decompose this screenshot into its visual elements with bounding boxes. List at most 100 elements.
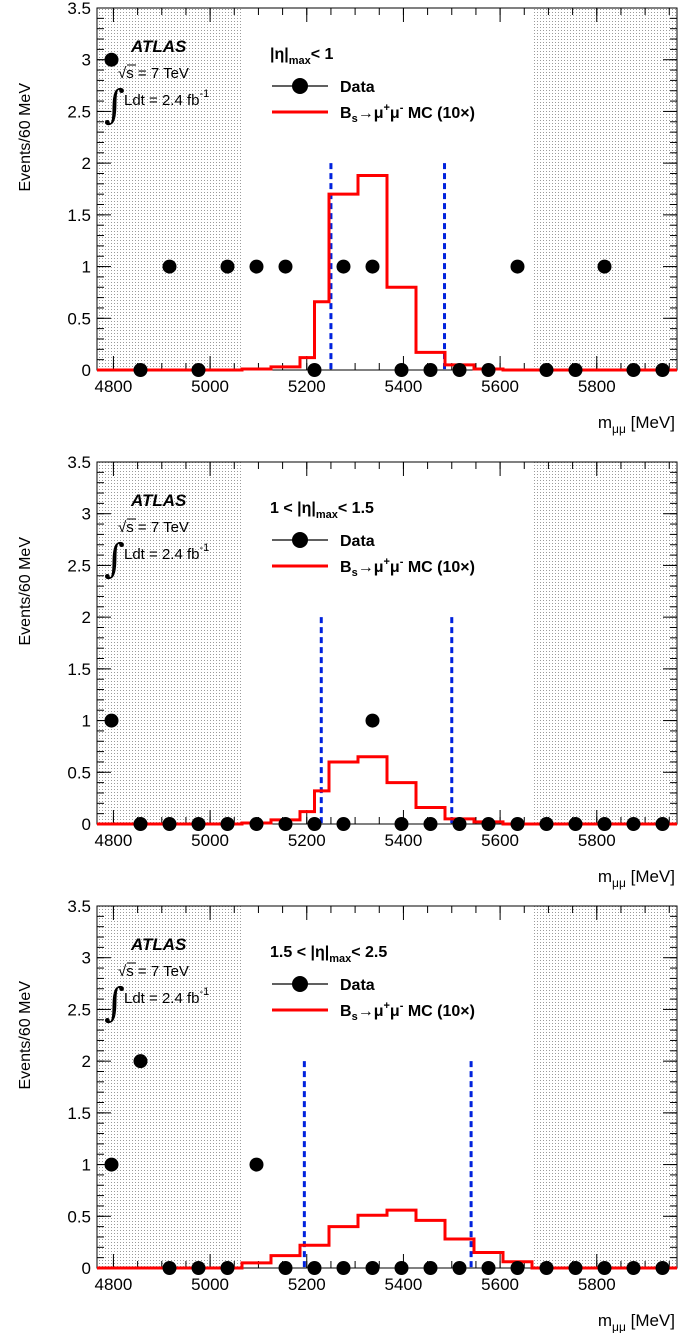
integral-symbol: ∫ [104, 82, 125, 128]
region-label-post: < 2.5 [351, 944, 387, 961]
sideband-region [97, 8, 242, 370]
x-axis-label: mμμ [MeV] [598, 413, 675, 436]
data-point [568, 1261, 583, 1275]
legend-mc-arrow: →μ [358, 559, 384, 576]
legend-mc-label: Bs→μ+μ- MC (10×) [340, 1000, 475, 1023]
x-tick-label: 5400 [385, 1275, 423, 1294]
y-tick-label: 3.5 [67, 453, 91, 472]
x-tick-label: 5000 [191, 1275, 229, 1294]
plot-frame [96, 461, 678, 825]
atlas-label: ATLAS [130, 935, 187, 954]
y-axis-label: Events/60 MeV [17, 83, 34, 192]
x-axis-label-main: m [598, 1311, 612, 1330]
legend-data-marker [292, 976, 308, 992]
data-point [278, 817, 293, 831]
sideband-region [97, 462, 242, 824]
data-point [481, 1261, 496, 1275]
data-point [481, 363, 496, 377]
data-point [423, 1261, 438, 1275]
y-tick-label: 1.5 [67, 1104, 91, 1123]
region-label-sub: max [316, 509, 339, 521]
y-tick-label: 0 [82, 815, 91, 834]
y-tick-label: 2 [82, 608, 91, 627]
y-tick-label: 3 [82, 51, 91, 70]
data-point [626, 817, 641, 831]
y-axis-label: Events/60 MeV [17, 537, 34, 646]
sideband-region [532, 906, 677, 1268]
data-point [423, 817, 438, 831]
data-point [365, 259, 380, 274]
data-point [365, 713, 380, 728]
y-axis-label: Events/60 MeV [17, 981, 34, 1090]
data-point [539, 1261, 554, 1275]
data-point [191, 817, 206, 831]
legend-mc-sub: s [352, 1011, 358, 1023]
x-axis-label-sub: μμ [612, 422, 626, 436]
y-tick-label: 1 [82, 712, 91, 731]
x-tick-label: 5200 [288, 377, 326, 396]
x-tick-label: 5600 [481, 831, 519, 850]
data-point [162, 817, 177, 831]
data-point [626, 1261, 641, 1275]
region-label-sub: max [289, 55, 312, 67]
chart-panel-3: 0 0.5 1 1.5 2 2.5 3 3.5 4800 5000 5200 5400 5600 5800… [17, 897, 678, 1333]
lumi-label: Ldt = 2.4 fb-1 [124, 986, 209, 1007]
data-point [104, 713, 119, 728]
x-tick-label: 4800 [95, 1275, 133, 1294]
plot-frame [96, 7, 678, 371]
legend-mc-arrow: →μ [358, 1003, 384, 1020]
data-point [191, 1261, 206, 1275]
y-tick-label: 2.5 [67, 1000, 91, 1019]
data-point [394, 1261, 409, 1275]
data-point [597, 1261, 612, 1275]
data-point [307, 1261, 322, 1275]
data-point [394, 817, 409, 831]
y-tick-label: 0 [82, 1259, 91, 1278]
x-tick-label: 5000 [191, 377, 229, 396]
data-point [394, 363, 409, 377]
y-tick-label: 0.5 [67, 309, 91, 328]
y-tick-label: 2.5 [67, 556, 91, 575]
data-point [597, 259, 612, 274]
data-point [626, 363, 641, 377]
legend-mc-post: MC (10×) [403, 559, 475, 576]
region-label: 1 < |η|max< 1.5 [270, 500, 374, 521]
x-tick-label: 5000 [191, 831, 229, 850]
legend-mc-post: MC (10×) [403, 105, 475, 122]
data-point [481, 817, 496, 831]
x-tick-label: 4800 [95, 377, 133, 396]
x-axis-label-main: m [598, 413, 612, 432]
legend-mc-b: B [340, 1003, 352, 1020]
data-point [510, 259, 525, 274]
energy-text: s = 7 TeV [126, 963, 189, 980]
legend-mc-label: Bs→μ+μ- MC (10×) [340, 102, 475, 125]
sqrt-symbol: √ [118, 963, 127, 980]
x-axis-label-sub: μμ [612, 1320, 626, 1333]
lumi-exponent: -1 [199, 986, 209, 998]
x-axis-label-unit: [MeV] [626, 1311, 675, 1330]
legend-mc-sup2: - [400, 1000, 404, 1012]
legend-mc-sup2: - [400, 556, 404, 568]
mc-histogram-line [97, 174, 677, 372]
data-point [336, 1261, 351, 1275]
data-point [568, 817, 583, 831]
data-point [104, 1157, 119, 1172]
x-axis-label-unit: [MeV] [626, 413, 675, 432]
data-point [307, 363, 322, 377]
data-point [452, 1261, 467, 1275]
y-tick-label: 3 [82, 949, 91, 968]
energy-label: √s = 7 TeV [118, 65, 189, 82]
x-tick-label: 4800 [95, 831, 133, 850]
sideband-region [97, 906, 242, 1268]
chart-panel-1: 0 0.5 1 1.5 2 2.5 3 3.5 4800 5000 5200 5400 5600 5800… [17, 0, 678, 436]
lumi-label: Ldt = 2.4 fb-1 [124, 88, 209, 109]
data-point [162, 259, 177, 274]
atlas-label: ATLAS [130, 37, 187, 56]
atlas-label: ATLAS [130, 491, 187, 510]
legend-mc-sub: s [352, 113, 358, 125]
data-point [452, 363, 467, 377]
region-label-main: |η| [270, 46, 289, 63]
data-point [278, 259, 293, 274]
data-point [655, 817, 670, 831]
sqrt-symbol: √ [118, 519, 127, 536]
